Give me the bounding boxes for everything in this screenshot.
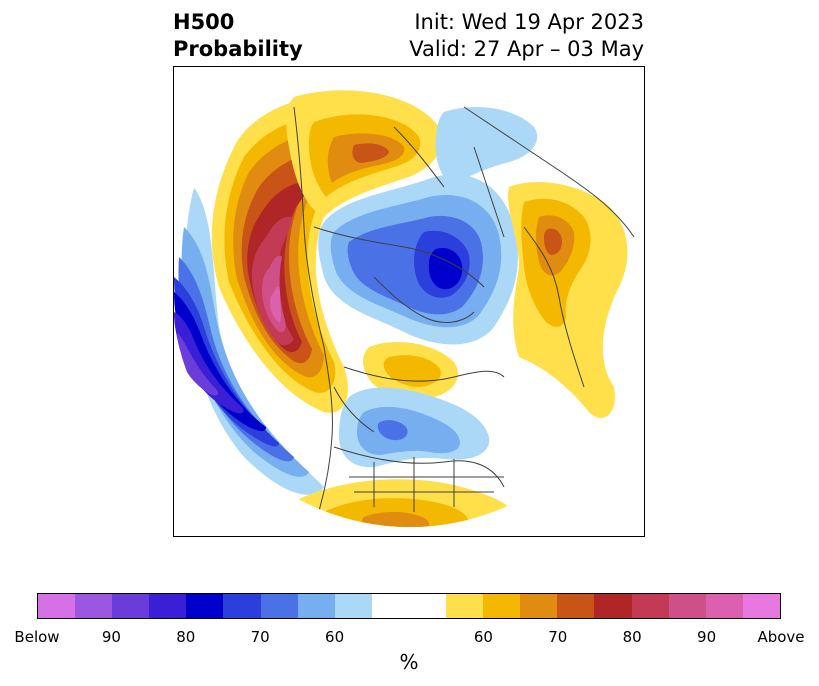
colorbar-tick-label: 60 [325,628,345,646]
probability-map [174,67,644,527]
chart-title: H500 Probability [173,9,303,63]
colorbar-tick-label: 90 [697,628,717,646]
colorbar-segment [631,594,669,618]
colorbar-tick-label: 90 [101,628,121,646]
below-anomaly-bering [435,107,538,187]
coastlines [293,106,635,527]
colorbar-segment [260,594,298,618]
colorbar-segment [186,594,224,618]
colorbar-segment [334,594,372,618]
colorbar-segment [446,594,484,618]
above-anomaly-south [276,479,515,527]
below-anomaly-arctic [318,174,518,345]
colorbar-tick-label: 70 [250,628,270,646]
below-anomaly-central-us [339,387,490,468]
title-line-variable: H500 [173,10,235,34]
colorbar-segment [75,594,113,618]
colorbar-segment [557,594,595,618]
above-anomaly-atlantic [362,342,458,399]
above-anomaly-alaska [286,90,443,217]
map-panel [173,66,645,537]
colorbar-segment [742,594,780,618]
colorbar-tick-label: 80 [176,628,196,646]
colorbar-segment [112,594,150,618]
colorbar-segment [483,594,521,618]
colorbar-segment [38,594,76,618]
valid-dates: Valid: 27 Apr – 03 May [409,37,644,61]
title-line-probability: Probability [173,37,303,61]
colorbar-tick-label: Below [14,628,60,646]
colorbar-tick-label: 60 [473,628,493,646]
colorbar [37,593,781,619]
forecast-dates: Init: Wed 19 Apr 2023 Valid: 27 Apr – 03… [409,9,644,63]
colorbar-segment [520,594,558,618]
colorbar-tick-label: 80 [622,628,642,646]
colorbar-segment [149,594,187,618]
colorbar-tick-label: Above [757,628,805,646]
colorbar-tick-label: 70 [548,628,568,646]
colorbar-segment [668,594,706,618]
colorbar-segment [223,594,261,618]
colorbar-segment [297,594,335,618]
colorbar-segment [705,594,743,618]
colorbar-segment [594,594,632,618]
colorbar-segment [371,594,447,618]
above-anomaly-europe [507,182,628,418]
init-date: Init: Wed 19 Apr 2023 [414,10,644,34]
below-anomaly-pacific [174,187,324,495]
colorbar-unit: % [399,650,419,674]
